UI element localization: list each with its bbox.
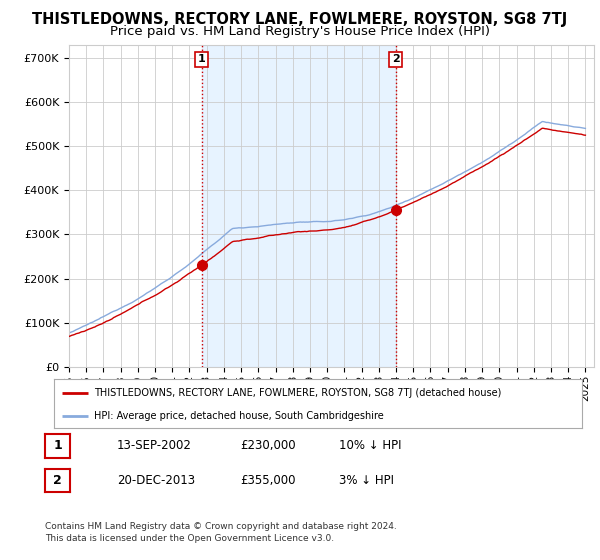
Text: 20-DEC-2013: 20-DEC-2013 <box>117 474 195 487</box>
Text: 1: 1 <box>198 54 206 64</box>
Text: 2: 2 <box>392 54 400 64</box>
Text: 13-SEP-2002: 13-SEP-2002 <box>117 439 192 452</box>
Text: Price paid vs. HM Land Registry's House Price Index (HPI): Price paid vs. HM Land Registry's House … <box>110 25 490 38</box>
Text: THISTLEDOWNS, RECTORY LANE, FOWLMERE, ROYSTON, SG8 7TJ (detached house): THISTLEDOWNS, RECTORY LANE, FOWLMERE, RO… <box>94 388 501 398</box>
Text: 1: 1 <box>53 439 62 452</box>
Text: £230,000: £230,000 <box>240 439 296 452</box>
Text: Contains HM Land Registry data © Crown copyright and database right 2024.
This d: Contains HM Land Registry data © Crown c… <box>45 522 397 543</box>
Bar <box>202 45 395 367</box>
Text: £355,000: £355,000 <box>240 474 296 487</box>
Text: 2: 2 <box>53 474 62 487</box>
Text: 10% ↓ HPI: 10% ↓ HPI <box>339 439 401 452</box>
Text: 3% ↓ HPI: 3% ↓ HPI <box>339 474 394 487</box>
Text: THISTLEDOWNS, RECTORY LANE, FOWLMERE, ROYSTON, SG8 7TJ: THISTLEDOWNS, RECTORY LANE, FOWLMERE, RO… <box>32 12 568 27</box>
Text: HPI: Average price, detached house, South Cambridgeshire: HPI: Average price, detached house, Sout… <box>94 411 383 421</box>
